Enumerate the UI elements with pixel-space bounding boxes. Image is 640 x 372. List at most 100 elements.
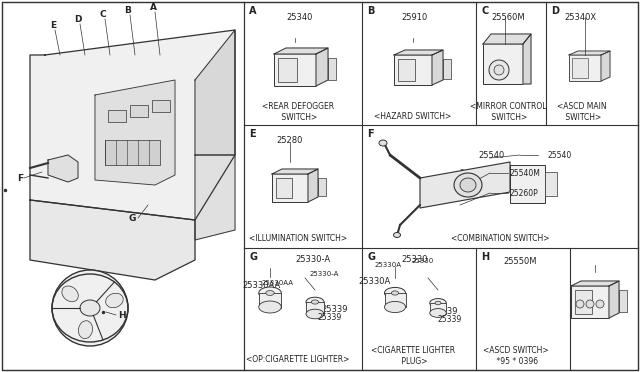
Ellipse shape bbox=[259, 301, 281, 313]
Bar bbox=[510, 165, 545, 203]
Text: <HAZARD SWITCH>: <HAZARD SWITCH> bbox=[374, 112, 452, 121]
Bar bbox=[398, 59, 415, 81]
Text: 25339: 25339 bbox=[318, 314, 342, 323]
Ellipse shape bbox=[306, 297, 324, 307]
Circle shape bbox=[576, 300, 584, 308]
Circle shape bbox=[52, 270, 128, 346]
Polygon shape bbox=[30, 30, 235, 220]
Text: 25330: 25330 bbox=[412, 258, 435, 264]
Ellipse shape bbox=[62, 286, 78, 302]
Bar bbox=[259, 293, 281, 308]
Polygon shape bbox=[308, 169, 318, 202]
Circle shape bbox=[494, 65, 504, 75]
Bar bbox=[429, 303, 446, 314]
Text: 25550M: 25550M bbox=[503, 257, 537, 266]
Text: <COMBINATION SWITCH>: <COMBINATION SWITCH> bbox=[451, 234, 549, 243]
Ellipse shape bbox=[454, 173, 482, 197]
Bar bbox=[306, 302, 324, 314]
Ellipse shape bbox=[385, 301, 406, 312]
Text: 25330AA: 25330AA bbox=[262, 280, 294, 286]
Ellipse shape bbox=[385, 288, 406, 299]
Text: 25540M: 25540M bbox=[510, 169, 541, 177]
Text: 25339: 25339 bbox=[432, 308, 458, 317]
Text: 25340X: 25340X bbox=[564, 13, 596, 22]
Text: 25540M: 25540M bbox=[460, 169, 493, 177]
Text: C: C bbox=[481, 6, 488, 16]
Ellipse shape bbox=[379, 140, 387, 146]
Bar bbox=[278, 58, 297, 82]
Text: F: F bbox=[17, 173, 23, 183]
Polygon shape bbox=[195, 30, 235, 155]
Polygon shape bbox=[601, 51, 610, 81]
Text: B: B bbox=[367, 6, 374, 16]
Text: G: G bbox=[367, 252, 375, 262]
Circle shape bbox=[586, 300, 594, 308]
Bar bbox=[272, 174, 308, 202]
Text: 25330A: 25330A bbox=[359, 278, 391, 286]
Polygon shape bbox=[483, 34, 531, 44]
Text: F: F bbox=[367, 129, 374, 139]
Bar bbox=[318, 178, 326, 196]
Ellipse shape bbox=[312, 300, 319, 304]
Bar bbox=[108, 110, 126, 122]
Ellipse shape bbox=[429, 309, 446, 317]
Text: <MIRROR CONTROL
 SWITCH>: <MIRROR CONTROL SWITCH> bbox=[470, 102, 547, 122]
Text: 25330AA: 25330AA bbox=[243, 280, 281, 289]
Ellipse shape bbox=[435, 301, 441, 305]
Bar bbox=[572, 58, 588, 78]
Text: 25260P: 25260P bbox=[464, 186, 496, 196]
Text: 25540: 25540 bbox=[479, 151, 505, 160]
Text: 25560M: 25560M bbox=[491, 13, 525, 22]
Text: <ILLUMINATION SWITCH>: <ILLUMINATION SWITCH> bbox=[249, 234, 347, 243]
Polygon shape bbox=[394, 50, 443, 55]
Text: H: H bbox=[118, 311, 126, 320]
Polygon shape bbox=[571, 281, 619, 286]
Ellipse shape bbox=[106, 293, 124, 308]
Text: <CIGARETTE LIGHTER
 PLUG>: <CIGARETTE LIGHTER PLUG> bbox=[371, 346, 455, 366]
Polygon shape bbox=[316, 48, 328, 86]
Text: 25330-A: 25330-A bbox=[310, 271, 339, 277]
Bar bbox=[328, 58, 336, 80]
Text: 25910: 25910 bbox=[402, 13, 428, 22]
Text: E: E bbox=[249, 129, 255, 139]
Polygon shape bbox=[30, 200, 195, 280]
Bar bbox=[443, 59, 451, 79]
Text: <REAR DEFOGGER
 SWITCH>: <REAR DEFOGGER SWITCH> bbox=[262, 102, 334, 122]
Bar bbox=[569, 55, 601, 81]
Text: <OP:CIGARETTE LIGHTER>: <OP:CIGARETTE LIGHTER> bbox=[246, 356, 349, 365]
Bar bbox=[274, 54, 316, 86]
Text: 25280: 25280 bbox=[277, 135, 303, 144]
Bar bbox=[483, 44, 523, 84]
Ellipse shape bbox=[394, 232, 401, 237]
Polygon shape bbox=[195, 155, 235, 240]
Polygon shape bbox=[274, 48, 328, 54]
Bar bbox=[276, 178, 292, 198]
Ellipse shape bbox=[79, 321, 93, 339]
Text: 25260P: 25260P bbox=[510, 189, 539, 198]
Text: 25330-A: 25330-A bbox=[296, 256, 331, 264]
Ellipse shape bbox=[259, 287, 281, 299]
Text: 25340: 25340 bbox=[287, 13, 313, 22]
Text: 25540: 25540 bbox=[548, 151, 572, 160]
Polygon shape bbox=[420, 162, 510, 208]
Bar bbox=[571, 286, 609, 318]
Ellipse shape bbox=[460, 178, 476, 192]
Text: E: E bbox=[50, 20, 56, 29]
Text: A: A bbox=[249, 6, 257, 16]
Bar bbox=[130, 105, 148, 117]
Text: G: G bbox=[249, 252, 257, 262]
Text: H: H bbox=[481, 252, 489, 262]
Ellipse shape bbox=[306, 309, 324, 319]
Bar bbox=[619, 290, 627, 312]
Polygon shape bbox=[48, 155, 78, 182]
Text: D: D bbox=[551, 6, 559, 16]
Bar bbox=[152, 100, 170, 112]
Ellipse shape bbox=[429, 299, 446, 307]
Bar bbox=[385, 293, 406, 307]
Ellipse shape bbox=[392, 291, 399, 295]
Polygon shape bbox=[609, 281, 619, 318]
Text: B: B bbox=[125, 6, 131, 15]
Ellipse shape bbox=[266, 291, 274, 295]
Text: G: G bbox=[128, 214, 136, 222]
Circle shape bbox=[489, 60, 509, 80]
